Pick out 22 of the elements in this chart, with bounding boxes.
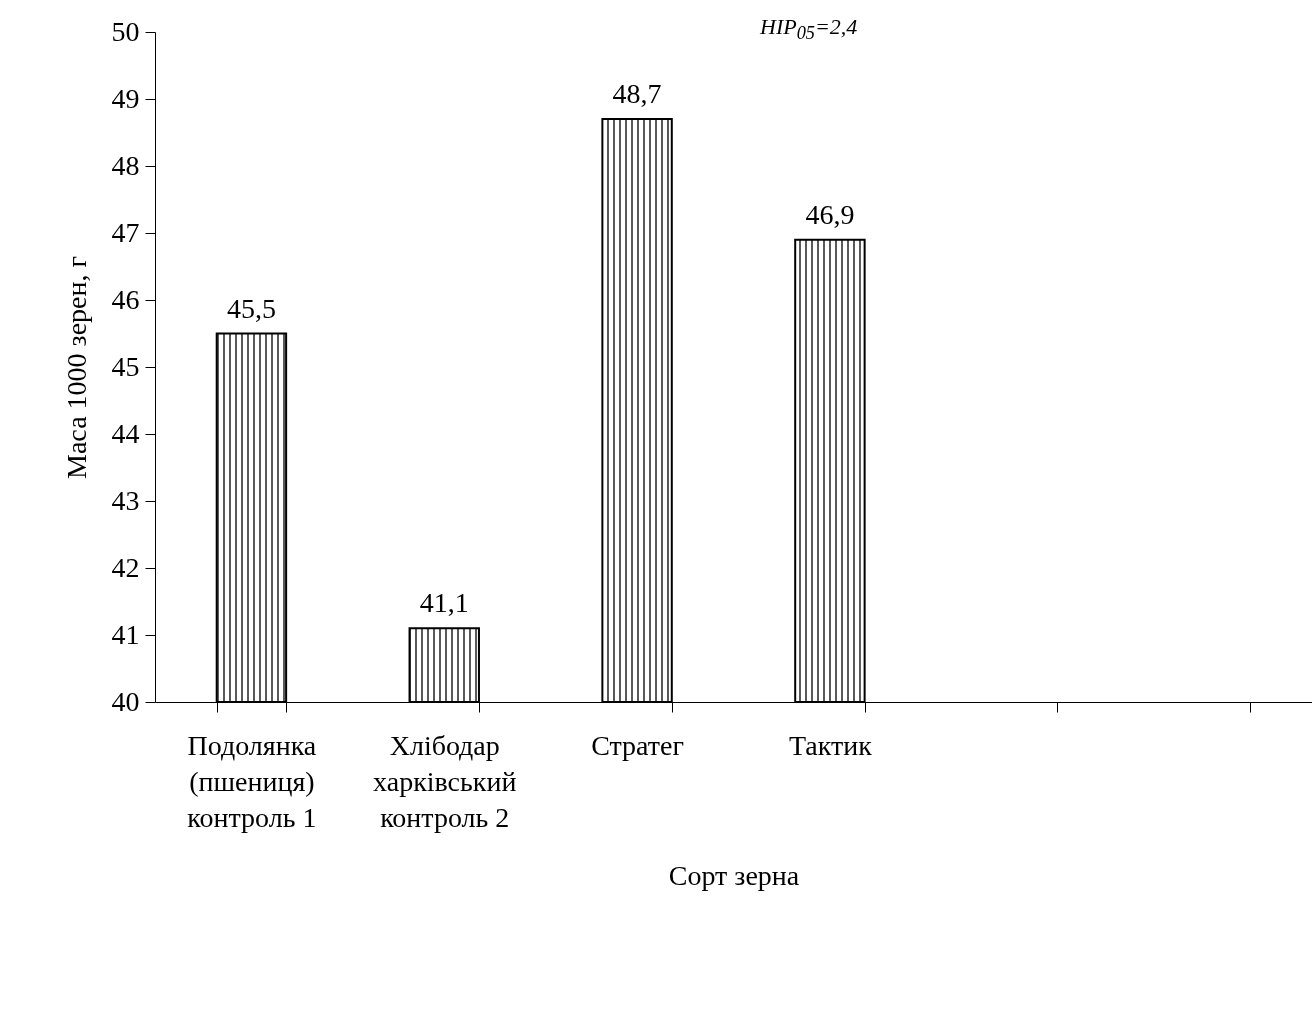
y-tick-label: 41	[111, 618, 140, 650]
x-axis-title: Сорт зерна	[668, 859, 800, 891]
y-tick-label: 49	[111, 82, 140, 114]
y-tick-label: 46	[111, 283, 140, 315]
y-tick-label: 50	[111, 15, 140, 47]
data-label: 46,9	[805, 198, 855, 230]
x-tick-label: Хлібодар харківський контроль 2	[373, 729, 517, 833]
y-tick-label: 40	[111, 685, 140, 717]
annotation: HIP$_{05}$=2,4	[760, 14, 858, 45]
x-tick-label: Подолянка (пшениця) контроль 1	[187, 729, 317, 833]
y-tick-label: 43	[111, 484, 140, 516]
data-label: 48,7	[612, 78, 662, 110]
y-axis-title: Маса 1000 зерен, г	[60, 256, 92, 479]
data-label: 45,5	[226, 292, 276, 324]
x-tick-label: Тактик	[788, 729, 873, 761]
y-tick-label: 42	[111, 551, 140, 583]
data-label: 41,1	[419, 587, 469, 619]
y-tick-label: 47	[111, 216, 140, 248]
x-tick-label: Стратег	[591, 729, 684, 761]
y-tick-label: 44	[111, 417, 140, 449]
y-tick-label: 45	[111, 350, 140, 382]
y-tick-label: 48	[111, 149, 140, 181]
